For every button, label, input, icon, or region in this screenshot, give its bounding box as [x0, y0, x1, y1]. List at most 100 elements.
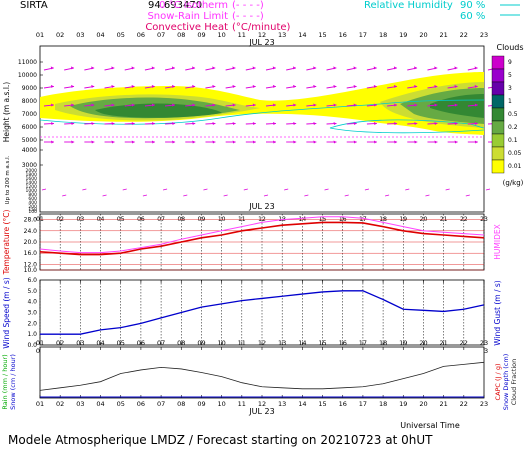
wind-arrow	[445, 188, 450, 191]
colorbar-level-label: 0.01	[508, 163, 522, 170]
legend-key: (°C/minute)	[232, 22, 291, 33]
hour-tick-label: 11	[238, 400, 246, 408]
wind-tick-label: 2.0	[27, 320, 37, 327]
wind-arrow-head	[111, 140, 115, 144]
wind-arrow-head	[212, 140, 216, 144]
height-tick-label: 400	[28, 200, 37, 206]
wind-arrow-head	[131, 84, 135, 88]
height-tick-label: 1200	[26, 184, 38, 190]
humidity-legend: Relative Humidity 90 % 60 %	[364, 0, 520, 22]
hour-tick-label: 14	[298, 31, 306, 39]
wind-arrow	[41, 188, 47, 191]
wind-arrow-head	[192, 84, 196, 88]
hour-tick-label: 08	[177, 31, 185, 39]
wind-arrow-head	[474, 103, 478, 107]
wind-arrow-head	[50, 103, 54, 107]
colorbar-level-label: 0.05	[508, 150, 522, 157]
wind-arrow-head	[91, 140, 95, 144]
humidity-label: Relative Humidity	[364, 0, 453, 11]
wind-arrow-head	[434, 121, 438, 125]
wind-arrow-head	[313, 140, 317, 144]
cloud-ylabel-low: Up to 200 m a.s.l.	[5, 155, 11, 204]
wind-ylabel: Wind Speed (m / s)	[2, 277, 11, 349]
wind-arrow-head	[272, 121, 276, 125]
hour-tick-label: 11	[238, 31, 246, 39]
wind-tick-label: 3.0	[27, 310, 37, 317]
wind-arrow-head	[292, 66, 296, 70]
date-label: JUL 23	[248, 202, 274, 211]
colorbar-title: Clouds	[496, 43, 523, 52]
wind-arrow	[122, 188, 127, 191]
height-tick-label: 5000	[22, 137, 37, 144]
wind-arrow-head	[273, 140, 276, 144]
height-tick-label: 3000	[22, 162, 37, 169]
wind-arrow-head	[111, 66, 115, 70]
wind-arrow	[183, 194, 188, 197]
series-temperature	[39, 221, 485, 256]
hour-tick-label: 22	[460, 339, 468, 347]
hour-tick-label: 12	[258, 339, 266, 347]
height-tick-label: 150	[28, 207, 37, 213]
colorbar-level-label: 0.1	[508, 137, 518, 144]
colorbar-level-label: 0.2	[508, 124, 518, 131]
hour-tick-label: 07	[157, 339, 165, 347]
temp-tick-label: 12.0	[24, 261, 38, 268]
hour-tick-label: 07	[157, 400, 165, 408]
hour-tick-label: 15	[318, 400, 326, 408]
hour-tick-label: 18	[379, 400, 387, 408]
wind-arrow	[203, 188, 208, 191]
wind-arrow-head	[111, 84, 115, 88]
colorbar-swatch	[491, 68, 505, 83]
legend-label: Snow-Rain Limit	[147, 11, 228, 22]
height-tick-label: 2000	[26, 168, 38, 174]
cloud-panel: 01 02 03 04 05 06 07 08 09 10 11 12 13 14 15 16 17 18 19 20…	[18, 31, 499, 215]
wind-arrow-head	[333, 121, 337, 125]
hour-tick-label: 13	[278, 339, 286, 347]
xaxis-label: Universal Time	[400, 421, 460, 430]
hour-tick-label: 05	[117, 339, 125, 347]
coord-label: 94.693470	[148, 0, 202, 11]
legend-label: Convective Heat	[145, 22, 228, 33]
temp-tick-label: 20.0	[24, 239, 38, 246]
wind-arrow-head	[272, 66, 276, 70]
legend-key: (- - - -)	[232, 11, 264, 22]
colorbar-level-label: 1	[508, 98, 512, 105]
wind-arrow-head	[474, 121, 478, 125]
wind-arrow-head	[313, 66, 317, 70]
height-tick-label: 800	[28, 192, 37, 198]
height-tick-label: 6000	[22, 124, 37, 131]
wind-arrow	[304, 194, 309, 197]
wind-arrow-head	[172, 140, 176, 144]
wind-arrow-head	[353, 140, 357, 144]
hour-tick-label: 02	[56, 400, 64, 408]
wind-arrow-head	[313, 84, 317, 88]
cloud-level-0.5	[95, 94, 484, 118]
legend-label: 0 °C isotherm	[159, 0, 228, 11]
wind-arrow	[263, 194, 269, 197]
wind-arrow-head	[51, 140, 54, 144]
hour-tick-label: 01	[36, 400, 44, 408]
wind-arrow-head	[353, 103, 357, 107]
wind-arrow-head	[393, 66, 397, 70]
wind-arrow-head	[313, 103, 317, 107]
hour-tick-label: 16	[339, 400, 347, 408]
legend-top: 0 °C isotherm (- - - -) Snow-Rain Limit (- …	[145, 0, 290, 33]
wind-arrow-head	[293, 84, 297, 88]
wind-arrow	[62, 194, 67, 197]
height-tick-label: 7000	[22, 111, 37, 118]
height-tick-label: 600	[28, 196, 37, 202]
hour-tick-label: 18	[379, 339, 387, 347]
wind-arrow-head	[293, 121, 297, 125]
hour-tick-label: 04	[96, 400, 104, 408]
hour-tick-label: 04	[96, 31, 104, 39]
wind-arrow-head	[71, 121, 75, 125]
wind-arrow-head	[151, 103, 155, 107]
date-label: JUL 23	[248, 407, 274, 416]
colorbar-level-label: 9	[508, 59, 512, 66]
hour-tick-label: 21	[439, 400, 447, 408]
cloud-ylabel: Height (m a.s.l.)	[2, 82, 11, 143]
snow-label: Snow (cm / hour)	[9, 354, 17, 410]
wind-arrow-head	[333, 103, 337, 107]
wind-arrow-head	[111, 121, 115, 125]
wind-arrow-head	[232, 84, 236, 88]
